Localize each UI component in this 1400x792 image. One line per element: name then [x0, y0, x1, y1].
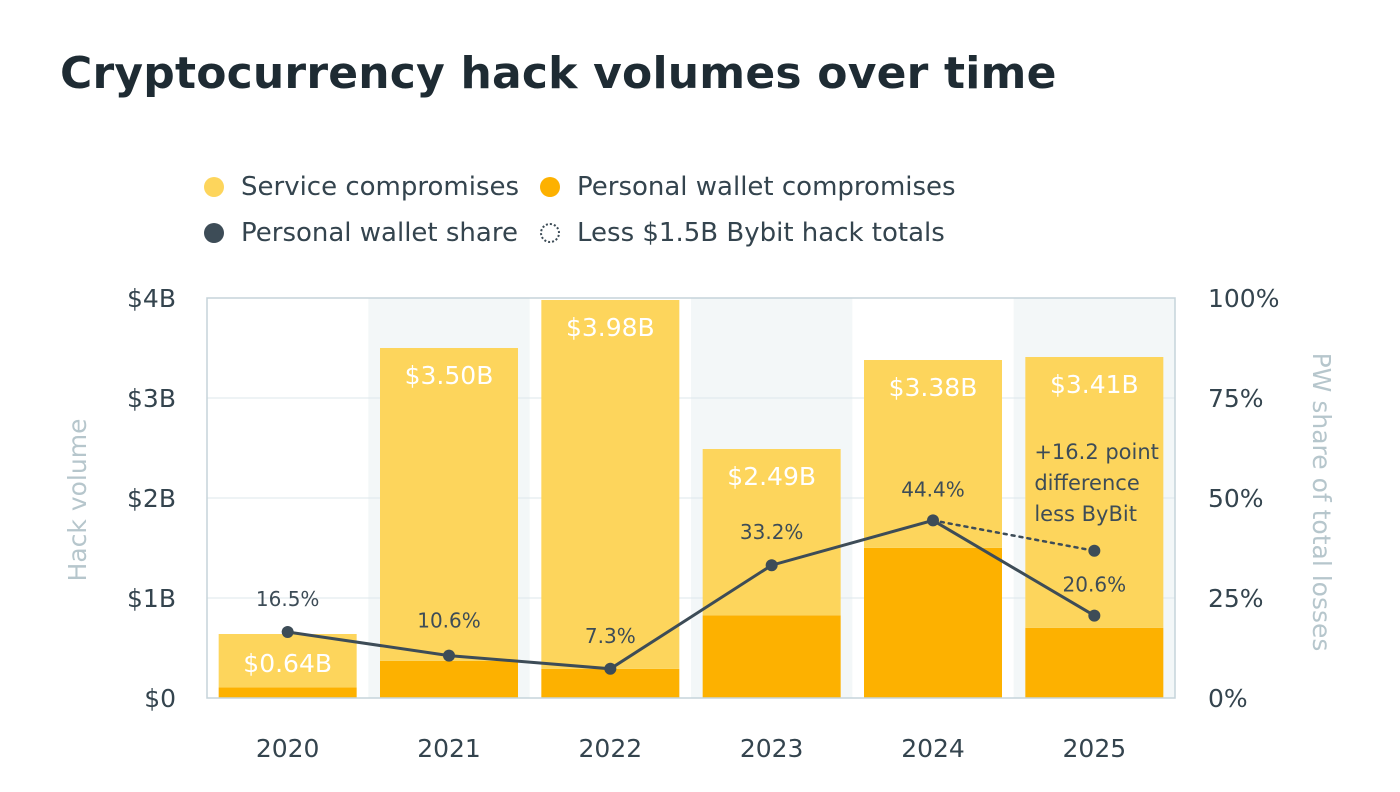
total-label-2020: $0.64B [243, 649, 332, 678]
bar-personal-2021 [380, 660, 518, 698]
share-label-2025: 20.6% [1063, 573, 1127, 597]
legend-label-personal: Personal wallet compromises [577, 172, 956, 202]
bybit-point-2025 [1088, 544, 1101, 557]
legend-swatch-share [204, 223, 224, 243]
bar-personal-2025 [1025, 627, 1164, 698]
legend-item-personal: Personal wallet compromises [540, 172, 956, 202]
share-label-2022: 7.3% [585, 624, 636, 648]
legend-label-share: Personal wallet share [241, 218, 518, 248]
y2tick-label-1: 25% [1208, 584, 1264, 613]
bar-service-2021 [380, 348, 518, 661]
total-label-2023: $2.49B [727, 462, 816, 491]
legend-swatch-personal [540, 177, 560, 197]
share-label-2023: 33.2% [740, 520, 804, 544]
ytick-label-3: $3B [127, 384, 176, 413]
xtick-label-2023: 2023 [740, 734, 804, 763]
chart-title: Cryptocurrency hack volumes over time [60, 48, 1057, 99]
bar-service-2022 [541, 300, 680, 669]
xtick-label-2022: 2022 [579, 734, 643, 763]
legend-item-share: Personal wallet share [204, 218, 518, 248]
legend-item-service: Service compromises [204, 172, 519, 202]
share-label-2024: 44.4% [901, 477, 965, 501]
share-line [287, 518, 1096, 671]
share-point-2023 [765, 559, 778, 572]
bar-service-2025 [1025, 357, 1164, 628]
ytick-label-4: $4B [127, 284, 176, 313]
share-point-2020 [281, 626, 294, 638]
ytick-label-1: $1B [127, 584, 176, 613]
total-label-2024: $3.38B [889, 373, 978, 402]
total-label-2022: $3.98B [566, 313, 655, 342]
annotation-line-1: +16.2 point [1034, 440, 1159, 464]
y2tick-label-4: 100% [1208, 284, 1279, 313]
total-label-2025: $3.41B [1050, 370, 1139, 399]
xtick-label-2025: 2025 [1063, 734, 1127, 763]
share-label-2021: 10.6% [417, 609, 481, 633]
share-point-2025 [1088, 609, 1101, 622]
y2tick-label-2: 50% [1208, 484, 1264, 513]
share-point-2024 [927, 514, 939, 527]
legend-item-bybit: Less $1.5B Bybit hack totals [540, 218, 945, 248]
legend-swatch-service [204, 177, 224, 197]
y2tick-label-0: 0% [1208, 684, 1248, 713]
y-axis-title: Hack volume [63, 419, 92, 582]
ytick-label-0: $0 [144, 684, 176, 713]
legend-swatch-bybit [540, 223, 560, 243]
annotation-line-2: difference [1034, 471, 1139, 495]
xtick-label-2024: 2024 [901, 734, 965, 763]
share-point-2021 [443, 649, 455, 662]
y2-axis-title: PW share of total losses [1307, 353, 1336, 652]
xtick-label-2021: 2021 [417, 734, 481, 763]
legend-label-service: Service compromises [241, 172, 520, 202]
plot-frame [206, 297, 1176, 699]
bybit-dotted-line [931, 519, 1096, 553]
ytick-label-2: $2B [127, 484, 176, 513]
bar-personal-2023 [702, 615, 841, 698]
bar-personal-2020 [218, 687, 357, 698]
y2tick-label-3: 75% [1208, 384, 1264, 413]
bar-service-2020 [218, 634, 357, 688]
bar-service-2023 [702, 449, 841, 616]
total-label-2021: $3.50B [405, 361, 494, 390]
annotation-line-3: less ByBit [1034, 502, 1137, 526]
share-point-2022 [604, 662, 617, 675]
legend-label-bybit: Less $1.5B Bybit hack totals [577, 218, 945, 248]
bar-personal-2024 [864, 547, 1002, 698]
share-label-2020: 16.5% [256, 587, 320, 611]
xtick-label-2020: 2020 [256, 734, 320, 763]
